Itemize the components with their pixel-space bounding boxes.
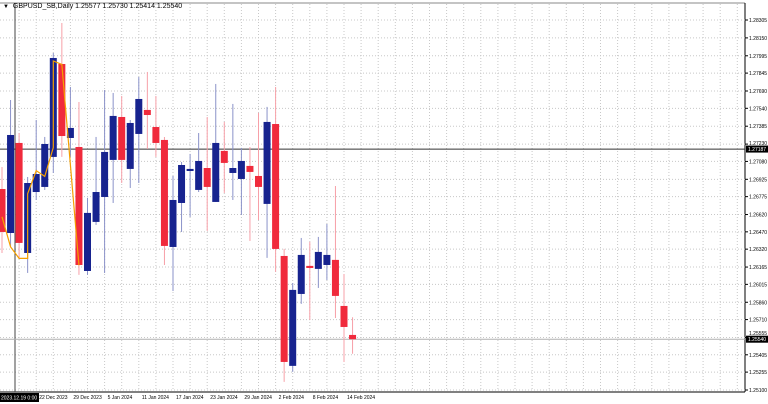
bear-candle-body xyxy=(255,175,262,187)
price-tick-label: 1.27080 xyxy=(749,159,767,165)
bear-candle-body xyxy=(118,116,126,160)
time-tick-label: 29 Jan 2024 xyxy=(244,395,272,401)
bear-candle-body xyxy=(152,127,160,143)
bear-candle-body xyxy=(280,255,288,362)
bear-candle-body xyxy=(143,109,151,116)
price-tick-label: 1.25255 xyxy=(749,370,767,376)
bull-candle-body xyxy=(7,134,15,233)
bull-candle-body xyxy=(135,98,143,134)
time-tick-label: 2 Feb 2024 xyxy=(279,395,305,401)
bull-candle-body xyxy=(92,192,100,222)
price-tick-label: 1.27385 xyxy=(749,124,767,130)
indicator-line xyxy=(1,60,80,266)
price-tick-label: 1.26015 xyxy=(749,282,767,288)
bid-line-label-bg xyxy=(746,335,768,343)
time-tick-label: 29 Dec 2023 xyxy=(73,395,102,401)
bull-candle-body xyxy=(84,212,91,271)
price-tick-label: 1.28150 xyxy=(749,36,767,42)
bear-candle-body xyxy=(246,165,254,172)
bull-candle-body xyxy=(195,160,203,190)
bear-candle-body xyxy=(203,168,211,187)
bull-candle-body xyxy=(289,289,297,366)
price-tick-label: 1.25555 xyxy=(749,331,767,337)
price-tick-label: 1.26320 xyxy=(749,247,767,253)
bull-candle-body xyxy=(323,254,331,265)
bull-candle-body xyxy=(41,143,49,187)
bull-candle-body xyxy=(186,168,194,172)
collapse-triangle-icon[interactable]: ▼ xyxy=(3,4,9,10)
time-tick-label: 23 Jan 2024 xyxy=(210,395,238,401)
chart-title: ▼ GBPUSD_SB,Daily 1.25577 1.25730 1.2541… xyxy=(3,3,182,10)
bull-candle-body xyxy=(229,168,237,173)
bear-candle-body xyxy=(75,146,83,265)
bull-candle-body xyxy=(126,122,134,169)
bid-line-label: 1.25540 xyxy=(748,337,766,343)
bear-candle-body xyxy=(15,142,23,243)
ohlc-readout: 1.25577 1.25730 1.25414 1.25540 xyxy=(75,3,183,10)
price-tick-label: 1.27995 xyxy=(749,54,767,60)
time-tick-label: 22 Dec 2023 xyxy=(39,395,68,401)
time-tick-label: 17 Jan 2024 xyxy=(176,395,204,401)
bull-candle-body xyxy=(314,251,322,269)
time-tick-label: 14 Feb 2024 xyxy=(347,395,375,401)
price-tick-label: 1.28305 xyxy=(749,18,767,24)
bear-candle-body xyxy=(160,139,168,246)
crosshair-time-label: 2023.12.19 0:00 xyxy=(1,396,37,402)
time-tick-label: 8 Feb 2024 xyxy=(313,395,339,401)
bear-candle-body xyxy=(331,259,339,296)
bull-candle-body xyxy=(109,115,117,160)
price-tick-label: 1.26165 xyxy=(749,265,767,271)
bull-candle-body xyxy=(297,254,305,294)
bear-candle-body xyxy=(306,265,314,268)
price-tick-label: 1.27845 xyxy=(749,71,767,77)
bear-candle-body xyxy=(340,305,348,327)
crosshair-time-label-bg xyxy=(0,393,39,402)
bear-candle-body xyxy=(0,189,6,232)
price-tick-label: 1.27540 xyxy=(749,106,767,112)
bull-candle-body xyxy=(32,174,40,193)
time-tick-label: 5 Jan 2024 xyxy=(108,395,133,401)
price-tick-label: 1.27230 xyxy=(749,141,767,147)
price-tick-label: 1.25860 xyxy=(749,300,767,306)
price-tick-label: 1.25405 xyxy=(749,353,767,359)
bear-candle-body xyxy=(220,150,228,163)
bull-candle-body xyxy=(263,121,271,204)
bull-candle-body xyxy=(66,127,74,138)
symbol-title: GBPUSD_SB,Daily xyxy=(12,3,74,10)
bull-candle-body xyxy=(237,160,245,179)
bear-candle-body xyxy=(349,334,357,340)
price-tick-label: 1.25710 xyxy=(749,318,767,324)
bull-candle-body xyxy=(178,164,186,203)
price-tick-label: 1.26775 xyxy=(749,195,767,201)
bear-candle-body xyxy=(58,63,66,137)
price-tick-label: 1.25100 xyxy=(749,388,767,394)
price-tick-label: 1.26925 xyxy=(749,177,767,183)
price-tick-label: 1.26470 xyxy=(749,230,767,236)
time-tick-label: 11 Jan 2024 xyxy=(142,395,169,401)
price-tick-label: 1.27690 xyxy=(749,89,767,95)
price-level-line-label-bg xyxy=(746,145,768,153)
bear-candle-body xyxy=(272,124,280,249)
price-tick-label: 1.26620 xyxy=(749,213,767,219)
bull-candle-body xyxy=(212,142,220,202)
bull-candle-body xyxy=(101,151,109,197)
bull-candle-body xyxy=(169,199,177,247)
price-level-line-label: 1.27187 xyxy=(748,147,766,153)
